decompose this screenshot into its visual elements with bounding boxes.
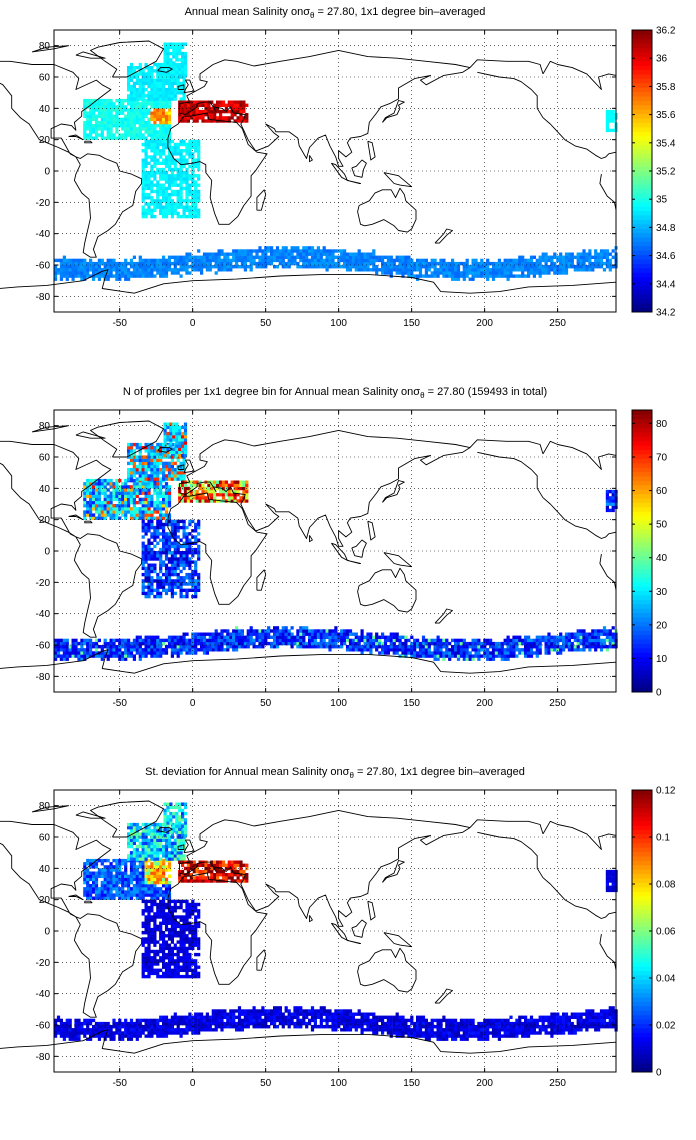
y-tick-label: 0 xyxy=(44,927,50,938)
colorbar-tick-label: 0.04 xyxy=(656,974,676,985)
x-tick-label: 100 xyxy=(330,698,347,709)
coastlines xyxy=(0,800,617,1054)
colorbar-tick-label: 35 xyxy=(656,195,668,206)
x-tick-label: 100 xyxy=(330,318,347,329)
profile-count-map-panel: N of profiles per 1x1 degree bin for Ann… xyxy=(0,380,696,760)
y-tick-label: -80 xyxy=(36,1052,51,1063)
y-tick-label: -20 xyxy=(36,198,51,209)
y-tick-label: -40 xyxy=(36,609,51,620)
x-tick-label: 100 xyxy=(330,1078,347,1089)
profile-count-map-plot: -50 0 50 100 150 200 250806040200-20-40-60-800… xyxy=(0,409,668,709)
ocean-data-cells xyxy=(54,802,618,1041)
colorbar-tick-label: 50 xyxy=(656,520,668,531)
colorbar-tick-label: 20 xyxy=(656,620,668,631)
y-tick-label: 20 xyxy=(39,895,51,906)
y-tick-label: 80 xyxy=(39,41,51,52)
x-tick-label: 0 xyxy=(190,1078,196,1089)
y-tick-label: 20 xyxy=(39,135,51,146)
y-tick-label: 80 xyxy=(39,421,51,432)
stdev-map-plot: -50 0 50 100 150 200 250806040200-20-40-60-800… xyxy=(0,786,676,1089)
stdev-map-panel: St. deviation for Annual mean Salinity o… xyxy=(0,760,696,1140)
y-tick-label: -40 xyxy=(36,229,51,240)
colorbar-tick-label: 34.2 xyxy=(656,308,676,319)
x-tick-label: 250 xyxy=(549,1078,566,1089)
colorbar-tick-label: 0.06 xyxy=(656,927,676,938)
x-tick-label: -50 xyxy=(112,318,127,329)
map-gridlines xyxy=(54,30,616,312)
y-tick-label: -20 xyxy=(36,958,51,969)
x-tick-label: 150 xyxy=(403,318,420,329)
profile-count-map-title: N of profiles per 1x1 degree bin for Ann… xyxy=(122,386,548,401)
map-gridlines xyxy=(54,410,616,692)
x-tick-label: 250 xyxy=(549,698,566,709)
x-tick-label: 50 xyxy=(260,698,272,709)
colorbar-tick-label: 35.8 xyxy=(656,82,676,93)
map-frame xyxy=(53,29,617,313)
y-tick-label: 80 xyxy=(39,801,51,812)
colorbar-tick-label: 0.02 xyxy=(656,1021,676,1032)
salinity-map-title: Annual mean Salinity onσθ = 27.80, 1x1 d… xyxy=(184,6,486,21)
ocean-data-cells xyxy=(54,42,618,281)
map-gridlines xyxy=(54,790,616,1072)
y-tick-label: -20 xyxy=(36,578,51,589)
x-tick-label: 200 xyxy=(476,318,493,329)
y-tick-label: -80 xyxy=(36,672,51,683)
y-tick-label: -60 xyxy=(36,261,51,272)
salinity-map-plot: -50 0 50 100 150 200 250806040200-20-40-60-803… xyxy=(0,26,676,329)
colorbar-tick-label: 30 xyxy=(656,587,668,598)
y-tick-label: 40 xyxy=(39,864,51,875)
colorbar-tick-label: 0 xyxy=(656,1068,662,1079)
stdev-map-title: St. deviation for Annual mean Salinity o… xyxy=(145,766,525,781)
colorbar-tick-label: 36 xyxy=(656,54,668,65)
x-tick-label: -50 xyxy=(112,1078,127,1089)
map-frame xyxy=(53,789,617,1073)
coastlines xyxy=(0,420,617,674)
y-tick-label: 60 xyxy=(39,453,51,464)
y-tick-label: 60 xyxy=(39,73,51,84)
map-frame xyxy=(53,409,617,693)
colorbar-tick-label: 0.08 xyxy=(656,880,676,891)
y-tick-label: 40 xyxy=(39,484,51,495)
colorbar-tick-label: 35.6 xyxy=(656,110,676,121)
x-tick-label: -50 xyxy=(112,698,127,709)
y-tick-label: 60 xyxy=(39,833,51,844)
y-tick-label: 0 xyxy=(44,547,50,558)
y-tick-label: 40 xyxy=(39,104,51,115)
colorbar-tick-label: 34.6 xyxy=(656,251,676,262)
y-tick-label: 0 xyxy=(44,167,50,178)
colorbar-tick-label: 40 xyxy=(656,553,668,564)
colorbar xyxy=(631,29,653,313)
salinity-map-panel: Annual mean Salinity onσθ = 27.80, 1x1 d… xyxy=(0,0,696,380)
colorbar-tick-label: 60 xyxy=(656,486,668,497)
x-tick-label: 0 xyxy=(190,318,196,329)
colorbar xyxy=(631,409,653,693)
colorbar-tick-label: 10 xyxy=(656,654,668,665)
colorbar xyxy=(631,789,653,1073)
x-tick-label: 50 xyxy=(260,318,272,329)
x-tick-label: 0 xyxy=(190,698,196,709)
x-tick-label: 200 xyxy=(476,1078,493,1089)
colorbar-tick-label: 36.2 xyxy=(656,26,676,37)
colorbar-tick-label: 35.2 xyxy=(656,167,676,178)
y-tick-label: 20 xyxy=(39,515,51,526)
y-tick-label: -80 xyxy=(36,292,51,303)
colorbar-tick-label: 80 xyxy=(656,419,668,430)
x-tick-label: 150 xyxy=(403,1078,420,1089)
colorbar-tick-label: 0 xyxy=(656,688,662,699)
x-tick-label: 150 xyxy=(403,698,420,709)
y-tick-label: -40 xyxy=(36,989,51,1000)
coastlines xyxy=(0,40,617,294)
colorbar-tick-label: 70 xyxy=(656,453,668,464)
x-tick-label: 200 xyxy=(476,698,493,709)
colorbar-tick-label: 35.4 xyxy=(656,138,676,149)
colorbar-tick-label: 34.8 xyxy=(656,223,676,234)
x-tick-label: 50 xyxy=(260,1078,272,1089)
colorbar-tick-label: 0.1 xyxy=(656,833,670,844)
colorbar-tick-label: 0.12 xyxy=(656,786,676,797)
colorbar-tick-label: 34.4 xyxy=(656,279,676,290)
y-tick-label: -60 xyxy=(36,1021,51,1032)
x-tick-label: 250 xyxy=(549,318,566,329)
y-tick-label: -60 xyxy=(36,641,51,652)
